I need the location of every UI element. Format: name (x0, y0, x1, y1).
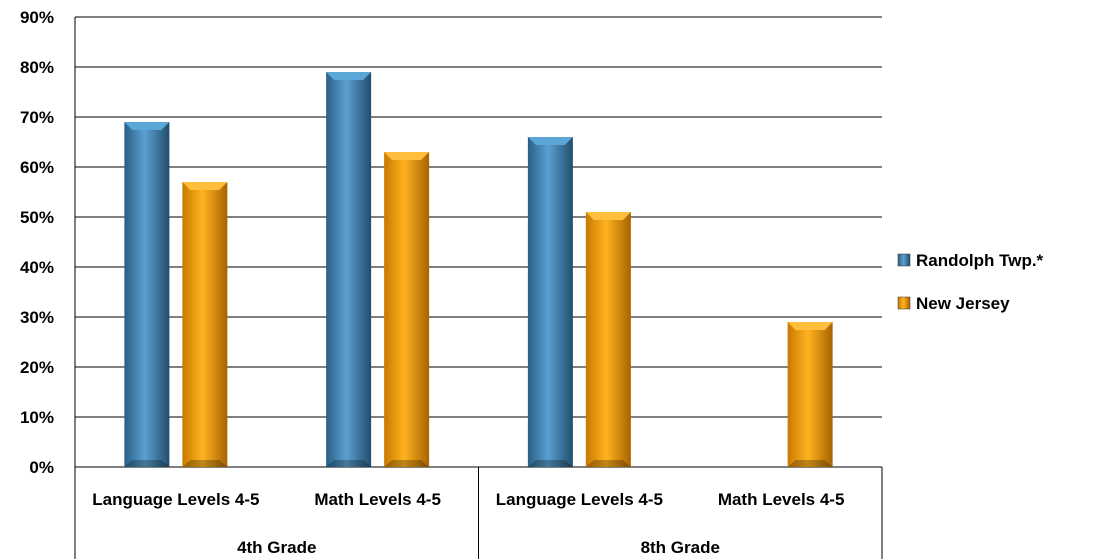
legend-label: Randolph Twp.* (916, 251, 1044, 270)
bar (787, 322, 833, 467)
bar-body (384, 152, 430, 467)
bar-base (787, 460, 833, 467)
x-category-label: Math Levels 4-5 (718, 490, 845, 509)
bar-cap (787, 322, 833, 330)
bar-body (585, 212, 631, 467)
bar-base (182, 460, 228, 467)
y-tick-label: 60% (20, 158, 54, 177)
bar-base (585, 460, 631, 467)
bar-cap (124, 122, 170, 130)
bar (326, 72, 372, 467)
bar-cap (326, 72, 372, 80)
bar (182, 182, 228, 467)
x-category-label: Math Levels 4-5 (314, 490, 441, 509)
bar-body (182, 182, 228, 467)
bar (527, 137, 573, 467)
x-category-label: Language Levels 4-5 (92, 490, 259, 509)
y-tick-label: 70% (20, 108, 54, 127)
legend: Randolph Twp.* New Jersey (897, 251, 1044, 313)
bar-base (124, 460, 170, 467)
legend-swatch (897, 253, 911, 267)
y-axis-ticks: 0% 10% 20% 30% 40% 50% 60% 70% 80% 90% (20, 8, 54, 477)
y-tick-label: 80% (20, 58, 54, 77)
bar-cap (527, 137, 573, 145)
legend-swatch (897, 296, 911, 310)
y-tick-label: 0% (29, 458, 54, 477)
y-tick-label: 30% (20, 308, 54, 327)
legend-item: Randolph Twp.* (897, 251, 1044, 270)
bar-body (787, 322, 833, 467)
x-axis: Language Levels 4-5 Math Levels 4-5 Langua… (74, 17, 883, 559)
legend-item: New Jersey (897, 294, 1010, 313)
x-group-label: 8th Grade (641, 538, 720, 557)
legend-label: New Jersey (916, 294, 1010, 313)
bar (585, 212, 631, 467)
bar-body (527, 137, 573, 467)
bar-base (527, 460, 573, 467)
x-category-label: Language Levels 4-5 (496, 490, 663, 509)
y-tick-label: 90% (20, 8, 54, 27)
bar-body (326, 72, 372, 467)
bar-base (326, 460, 372, 467)
bar-body (124, 122, 170, 467)
bar-cap (182, 182, 228, 190)
bar-base (384, 460, 430, 467)
bar (124, 122, 170, 467)
x-group-label: 4th Grade (237, 538, 316, 557)
y-tick-label: 50% (20, 208, 54, 227)
bars (124, 72, 833, 467)
bar-cap (384, 152, 430, 160)
y-tick-label: 10% (20, 408, 54, 427)
bar (384, 152, 430, 467)
y-tick-label: 40% (20, 258, 54, 277)
y-tick-label: 20% (20, 358, 54, 377)
bar-cap (585, 212, 631, 220)
